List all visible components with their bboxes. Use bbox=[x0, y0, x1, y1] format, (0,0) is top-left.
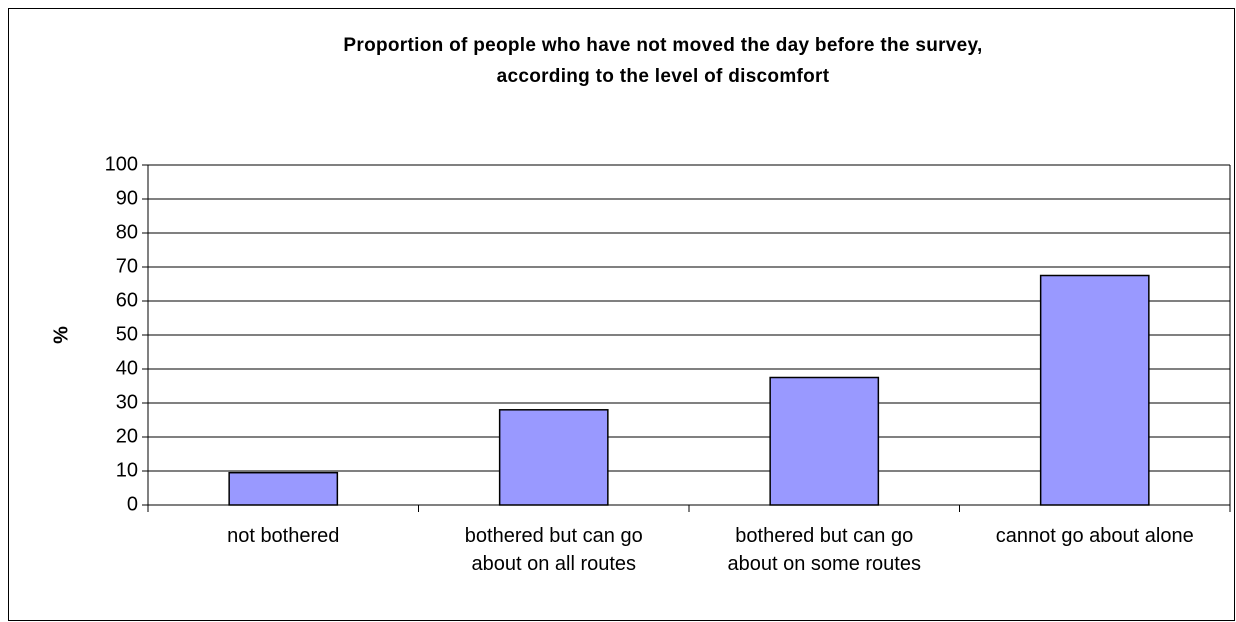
x-tick-label: not bothered bbox=[227, 525, 340, 547]
y-axis-label: % bbox=[50, 326, 72, 344]
y-tick-label: 40 bbox=[116, 357, 138, 379]
x-tick-label: bothered but can go about on all routes bbox=[464, 525, 643, 575]
y-tick-label: 20 bbox=[116, 425, 138, 447]
y-tick-label: 50 bbox=[116, 323, 138, 345]
bar bbox=[498, 409, 609, 506]
y-tick-label: 80 bbox=[116, 221, 138, 243]
x-tick-label: bothered but can go about on some routes bbox=[727, 525, 921, 575]
chart-frame bbox=[8, 8, 1235, 621]
bar bbox=[228, 471, 339, 506]
x-tick-label: cannot go about alone bbox=[995, 525, 1194, 547]
y-tick-label: 70 bbox=[116, 255, 138, 277]
y-tick-label: 60 bbox=[116, 289, 138, 311]
y-tick-label: 30 bbox=[116, 391, 138, 413]
y-tick-label: 100 bbox=[105, 153, 138, 175]
y-tick-label: 10 bbox=[116, 459, 138, 481]
y-tick-label: 0 bbox=[127, 493, 138, 515]
bar bbox=[769, 376, 880, 506]
chart-title: Proportion of people who have not moved … bbox=[343, 35, 983, 87]
bar bbox=[1039, 274, 1150, 506]
y-tick-label: 90 bbox=[116, 187, 138, 209]
